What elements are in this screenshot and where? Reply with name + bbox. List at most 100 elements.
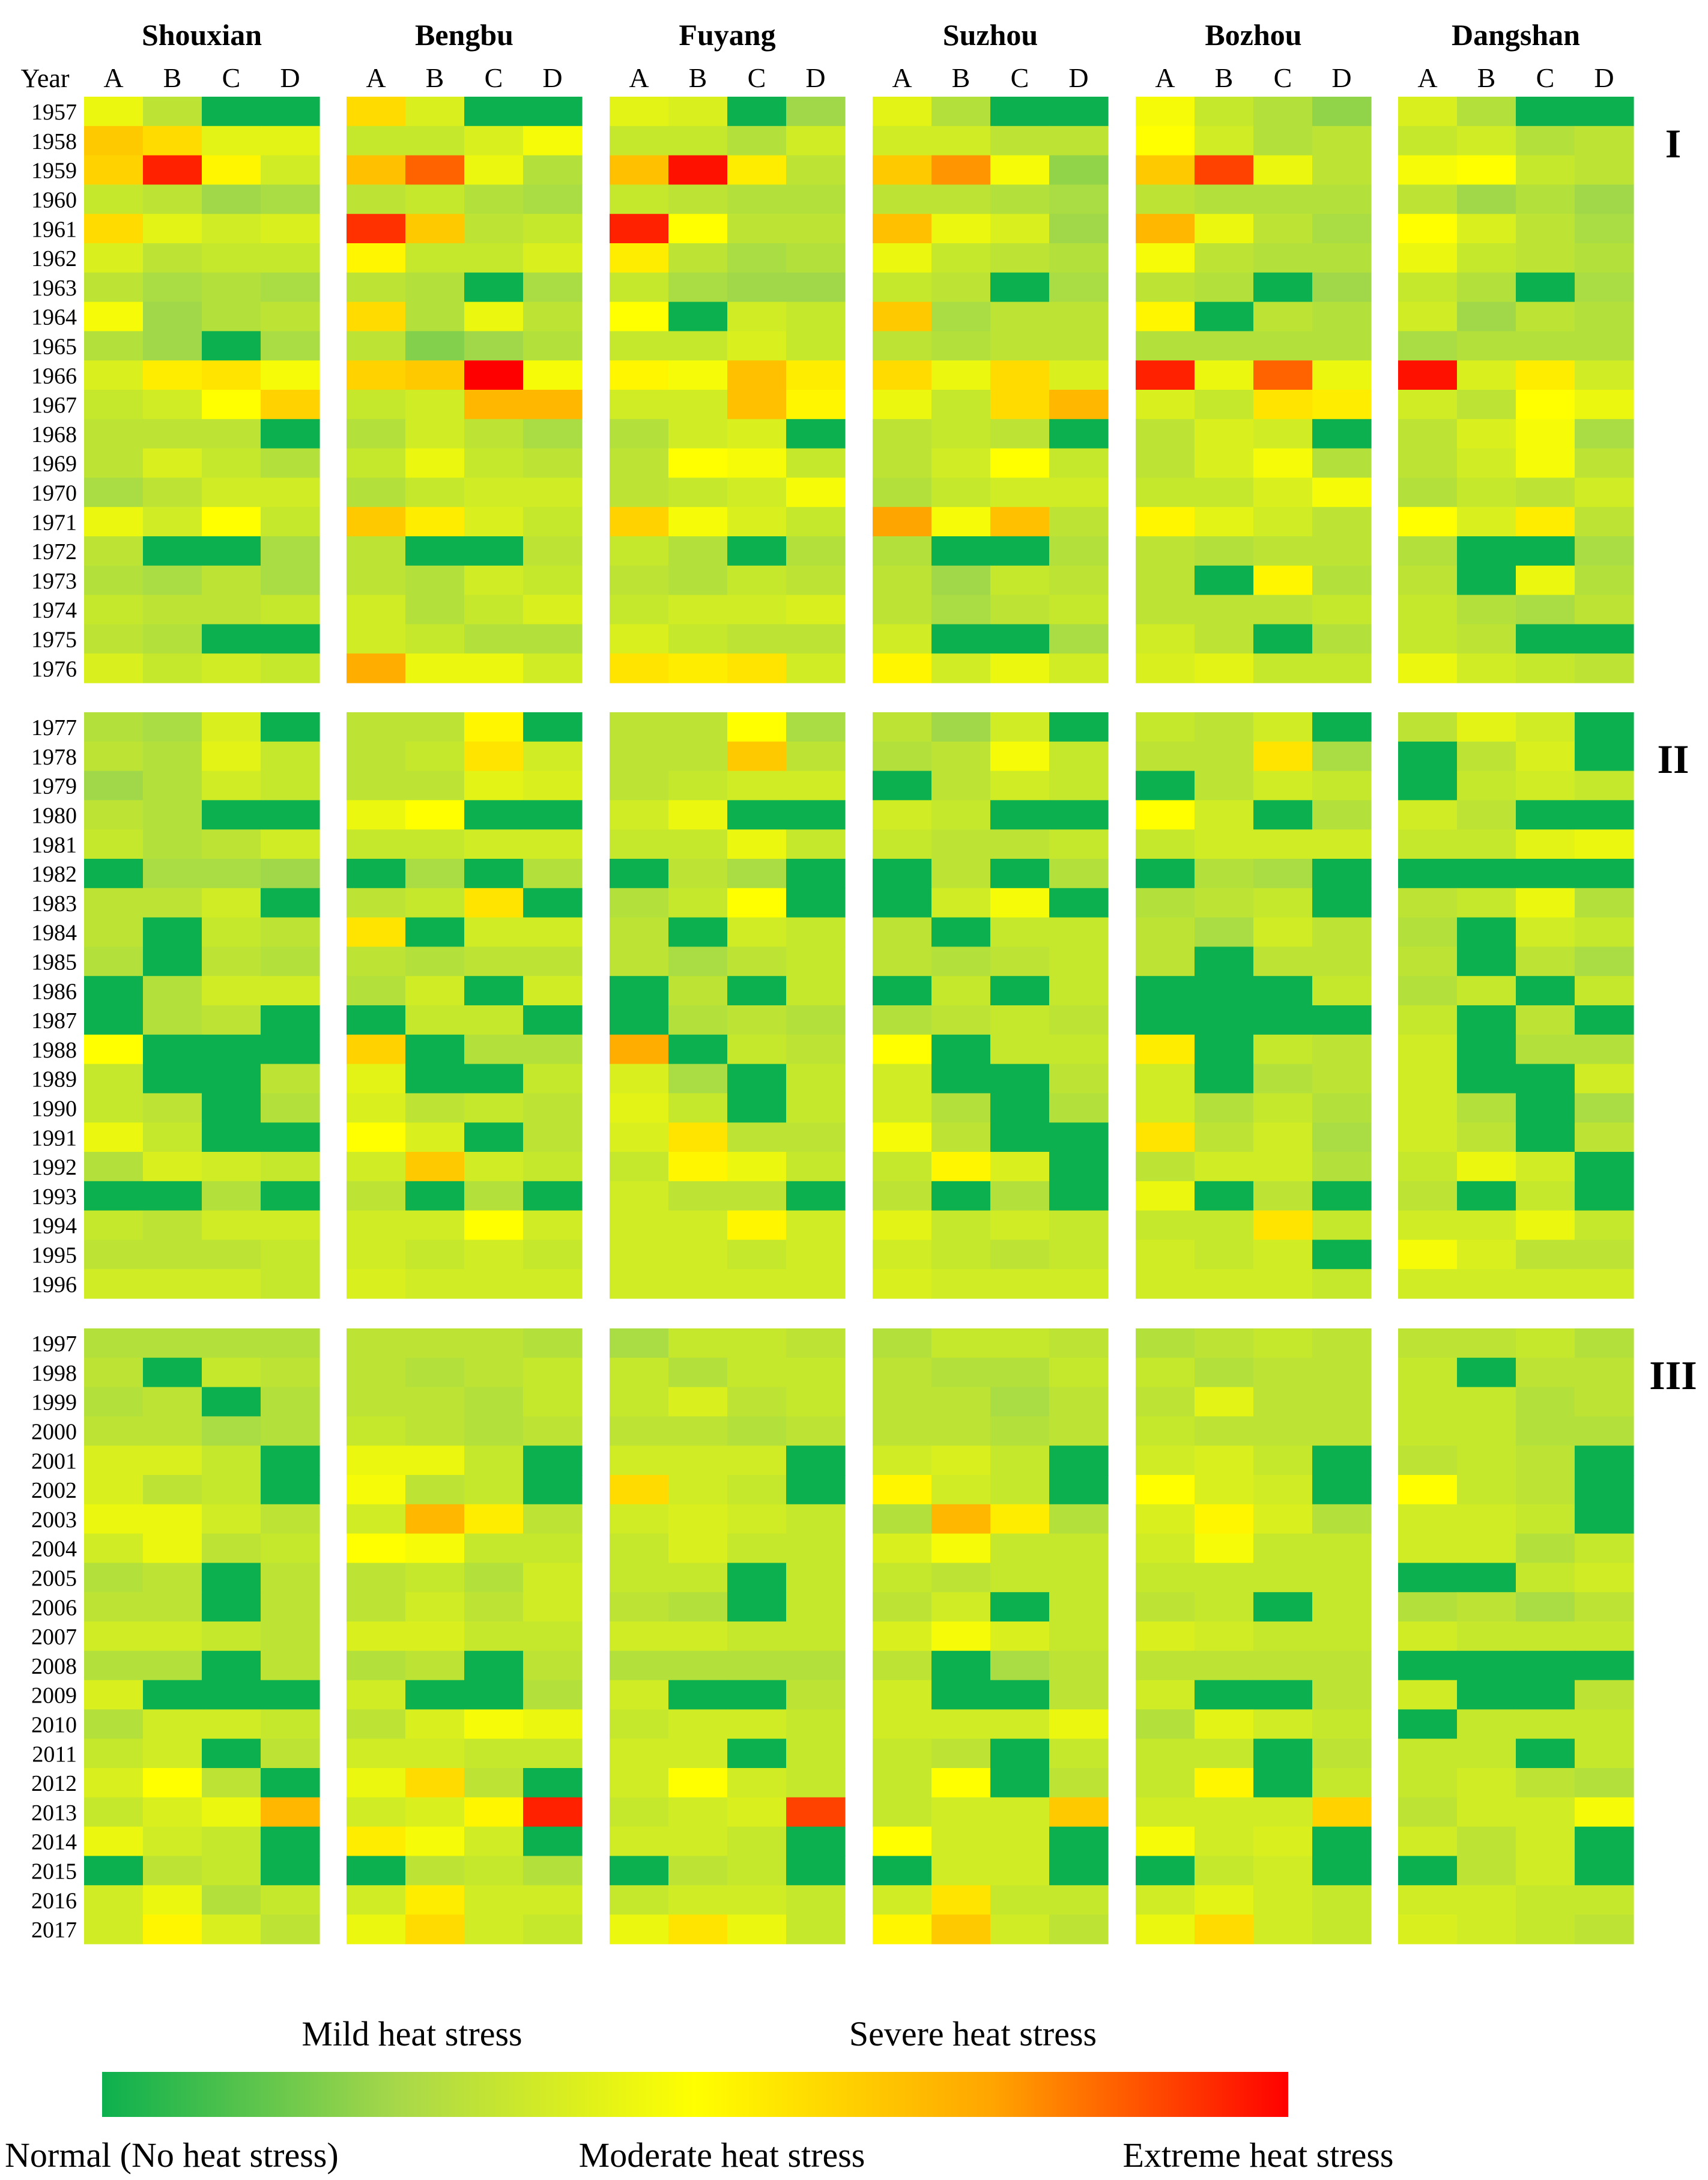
year-label: 1981 [31,832,77,858]
heatmap-cell [786,1269,846,1299]
heatmap-cell [1457,1416,1516,1446]
heatmap-cell [873,1064,932,1094]
heatmap-cell [523,536,583,566]
heatmap-cell [1312,1387,1372,1417]
heatmap-cell [1398,419,1458,449]
heatmap-cell [405,1475,465,1505]
heatmap-cell [347,1269,406,1299]
heatmap-cell [1049,97,1109,127]
heatmap-cell [873,1797,932,1827]
heatmap-cell [261,1915,320,1945]
heatmap-cell [727,595,787,625]
heatmap-cell [1575,565,1634,596]
heatmap-cell [1398,800,1458,830]
heatmap-cell [873,976,932,1006]
heatmap-cell [261,1122,320,1152]
heatmap-cell [668,800,728,830]
column-label: A [892,62,912,93]
heatmap-cell [786,1446,846,1476]
heatmap-cell [931,1563,991,1593]
heatmap-cell [464,1446,524,1476]
heatmap-cell [727,1475,787,1505]
heatmap-cell [464,97,524,127]
year-label: 1965 [31,334,77,359]
heatmap-cell [786,1357,846,1388]
heatmap-cell [143,741,202,772]
heatmap-cell [1312,976,1372,1006]
heatmap-cell [1575,1152,1634,1182]
heatmap-cell [1312,1680,1372,1710]
heatmap-cell [1049,1416,1109,1446]
heatmap-cell [727,419,787,449]
column-label: D [805,62,825,93]
heatmap-cell [523,741,583,772]
heatmap-cell [1049,624,1109,654]
heatmap-cell [1136,1533,1195,1563]
heatmap-cell [1195,1416,1254,1446]
heatmap-cell [143,1797,202,1827]
heatmap-cell [1136,331,1195,361]
heatmap-cell [1195,1122,1254,1152]
heatmap-cell [464,419,524,449]
heatmap-cell [523,1563,583,1593]
heatmap-cell [610,390,669,420]
heatmap-cell [873,184,932,214]
heatmap-cell [464,1533,524,1563]
heatmap-cell [523,1768,583,1798]
heatmap-cell [1398,741,1458,772]
heatmap-cell [786,1093,846,1123]
heatmap-cell [523,1122,583,1152]
heatmap-cell [668,1446,728,1476]
heatmap-cell [1516,1768,1575,1798]
heatmap-cell [464,1240,524,1270]
heatmap-cell [1049,272,1109,303]
heatmap-cell [1398,97,1458,127]
heatmap-cell [1457,1093,1516,1123]
heatmap-cell [1516,1915,1575,1945]
heatmap-cell [202,565,261,596]
heatmap-cell [1136,1064,1195,1094]
heatmap-cell [1195,1856,1254,1886]
heatmap-cell [1253,1739,1313,1769]
heatmap-cell [990,888,1050,918]
heatmap-cell [523,1152,583,1182]
heatmap-cell [668,1592,728,1622]
heatmap-cell [202,477,261,507]
heatmap-cell [1312,214,1372,244]
heatmap-cell [873,97,932,127]
heatmap-cell [1398,126,1458,156]
heatmap-cell [1253,1005,1313,1035]
heatmap-cell [931,1475,991,1505]
heatmap-cell [464,712,524,742]
heatmap-cell [202,888,261,918]
heatmap-cell [1195,976,1254,1006]
heatmap-cell [202,507,261,537]
heatmap-cell [1253,155,1313,185]
heatmap-cell [202,771,261,801]
heatmap-cell [347,536,406,566]
year-label: 1984 [31,921,77,946]
heatmap-cell [931,536,991,566]
heatmap-cell [931,301,991,332]
heatmap-cell [1516,1064,1575,1094]
heatmap-cell [990,1034,1050,1065]
heatmap-cell [786,1856,846,1886]
heatmap-cell [1457,331,1516,361]
heatmap-cell [1575,712,1634,742]
heatmap-cell [1398,360,1458,390]
heatmap-cell [610,1680,669,1710]
heatmap-cell [464,1592,524,1622]
heatmap-cell [1575,653,1634,683]
heatmap-cell [1575,419,1634,449]
heatmap-cell [1253,1034,1313,1065]
heatmap-cell [405,1064,465,1094]
heatmap-cell [1575,1357,1634,1388]
heatmap-cell [1457,448,1516,478]
heatmap-cell [464,272,524,303]
heatmap-cell [261,1709,320,1739]
heatmap-cell [202,712,261,742]
heatmap-cell [405,888,465,918]
heatmap-cell [1049,1504,1109,1534]
heatmap-cell [1049,448,1109,478]
heatmap-cell [1049,1093,1109,1123]
